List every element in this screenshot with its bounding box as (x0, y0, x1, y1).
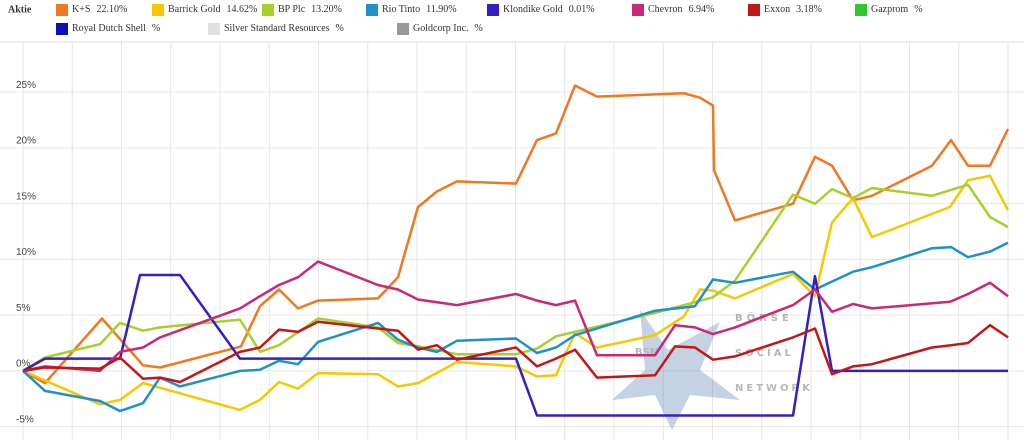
watermark-badge: BSN (635, 347, 658, 358)
legend-name: BP Plc (278, 4, 306, 15)
legend-label: Royal Dutch Shell% (72, 23, 160, 34)
legend-name: Chevron (648, 4, 682, 15)
legend-label: Barrick Gold 14.62% (168, 4, 257, 15)
legend-item: K+S 22.10% (56, 4, 127, 16)
legend-item: Silver Standard Resources% (208, 23, 344, 35)
legend-value: % (152, 23, 160, 34)
legend-swatch (366, 4, 378, 16)
legend-swatch (56, 23, 68, 35)
legend-value: 6.94% (688, 4, 714, 15)
legend-title: Aktie (8, 4, 32, 15)
legend-value: 11.90% (426, 4, 456, 15)
legend-label: Chevron 6.94% (648, 4, 714, 15)
y-tick-label: 15% (16, 191, 36, 202)
series-line (22, 183, 1009, 372)
series-line (22, 260, 1009, 373)
legend-name: Rio Tinto (382, 4, 420, 15)
legend-value: 13.20% (311, 4, 342, 15)
legend-name: Silver Standard Resources (224, 23, 330, 34)
legend-item: Barrick Gold 14.62% (152, 4, 257, 16)
legend-name: Gazprom (871, 4, 908, 15)
legend-name: Goldcorp Inc. (413, 23, 469, 34)
y-tick-label: -5% (16, 414, 34, 425)
legend-swatch (748, 4, 760, 16)
legend-name: Klondike Gold (503, 4, 563, 15)
legend-swatch (208, 23, 220, 35)
y-tick-label: 20% (16, 136, 36, 147)
legend-value: 3.18% (796, 4, 822, 15)
watermark-text: NETWORK (735, 383, 813, 394)
legend-label: Rio Tinto 11.90% (382, 4, 457, 15)
legend-name: Barrick Gold (168, 4, 221, 15)
legend-item: BP Plc 13.20% (262, 4, 342, 16)
legend-swatch (56, 4, 68, 16)
legend-name: K+S (72, 4, 90, 15)
legend-label: Gazprom% (871, 4, 923, 15)
series-line (22, 241, 1009, 413)
legend-value: 22.10% (96, 4, 127, 15)
legend-value: % (336, 23, 344, 34)
y-tick-label: 25% (16, 80, 36, 91)
legend-value: % (914, 4, 922, 15)
legend-name: Exxon (764, 4, 790, 15)
series-line (22, 84, 1010, 385)
legend-swatch (397, 23, 409, 35)
y-tick-label: 10% (16, 247, 36, 258)
legend-label: BP Plc 13.20% (278, 4, 342, 15)
legend-label: K+S 22.10% (72, 4, 127, 15)
legend-item: Royal Dutch Shell% (56, 23, 160, 35)
y-tick-label: 0% (16, 359, 31, 370)
legend-item: Exxon 3.18% (748, 4, 822, 16)
legend-item: Chevron 6.94% (632, 4, 714, 16)
y-tick-label: 5% (16, 303, 31, 314)
watermark-text: SOCIAL (735, 348, 794, 359)
legend-swatch (152, 4, 164, 16)
legend-item: Gazprom% (855, 4, 923, 16)
legend-item: Klondike Gold 0.01% (487, 4, 595, 16)
grid (0, 41, 1024, 440)
watermark-star (612, 310, 740, 430)
legend-item: Rio Tinto 11.90% (366, 4, 457, 16)
legend-label: Klondike Gold 0.01% (503, 4, 595, 15)
legend-name: Royal Dutch Shell (72, 23, 146, 34)
legend-swatch (632, 4, 644, 16)
series-line (22, 320, 1009, 384)
legend-value: 14.62% (227, 4, 258, 15)
legend-value: 0.01% (569, 4, 595, 15)
legend-swatch (487, 4, 499, 16)
legend-label: Exxon 3.18% (764, 4, 822, 15)
legend-swatch (262, 4, 274, 16)
legend-value: % (475, 23, 483, 34)
legend-label: Goldcorp Inc.% (413, 23, 483, 34)
legend-label: Silver Standard Resources% (224, 23, 344, 34)
legend-item: Goldcorp Inc.% (397, 23, 483, 35)
legend-swatch (855, 4, 867, 16)
